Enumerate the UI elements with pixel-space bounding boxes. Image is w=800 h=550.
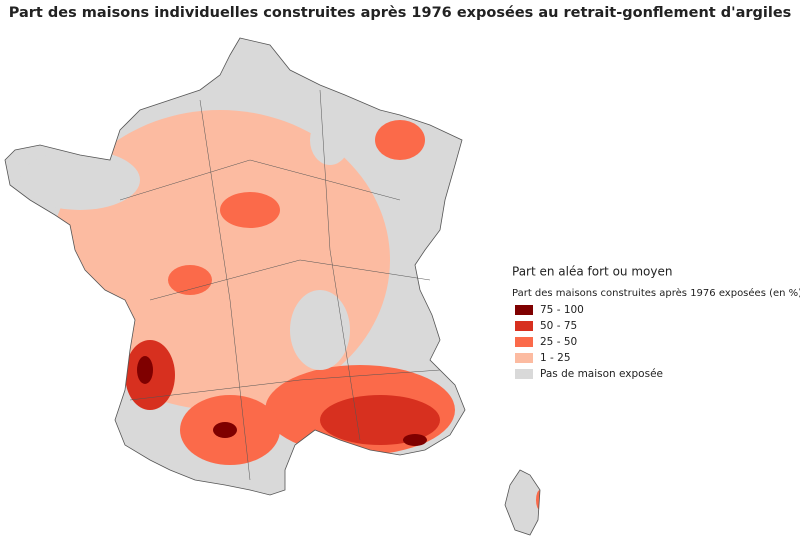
map-title: Part des maisons individuelles construit… — [9, 5, 792, 21]
legend-label: 25 - 50 — [540, 336, 577, 348]
legend-swatch — [515, 337, 533, 347]
legend-label: 50 - 75 — [540, 320, 577, 332]
region — [168, 265, 212, 295]
region — [20, 150, 140, 210]
legend-swatch — [515, 305, 533, 315]
legend-label: 1 - 25 — [540, 352, 571, 364]
region — [213, 422, 237, 438]
region — [403, 434, 427, 446]
legend-title: Part en aléa fort ou moyen — [512, 265, 672, 279]
legend-subtitle: Part des maisons construites après 1976 … — [512, 287, 800, 299]
legend-swatch — [515, 369, 533, 379]
borders — [4, 37, 541, 536]
region — [310, 115, 350, 165]
region — [536, 490, 540, 510]
map — [5, 38, 540, 535]
legend-label: 75 - 100 — [540, 304, 584, 316]
region — [137, 356, 153, 384]
region — [375, 120, 425, 160]
legend-label: Pas de maison exposée — [540, 368, 663, 380]
region — [220, 192, 280, 228]
legend-swatch — [515, 353, 533, 363]
region — [320, 395, 440, 445]
legend-swatch — [515, 321, 533, 331]
region — [290, 290, 350, 370]
legend: 75 - 100 50 - 75 25 - 50 1 - 25 Pas de maiso… — [515, 304, 663, 380]
